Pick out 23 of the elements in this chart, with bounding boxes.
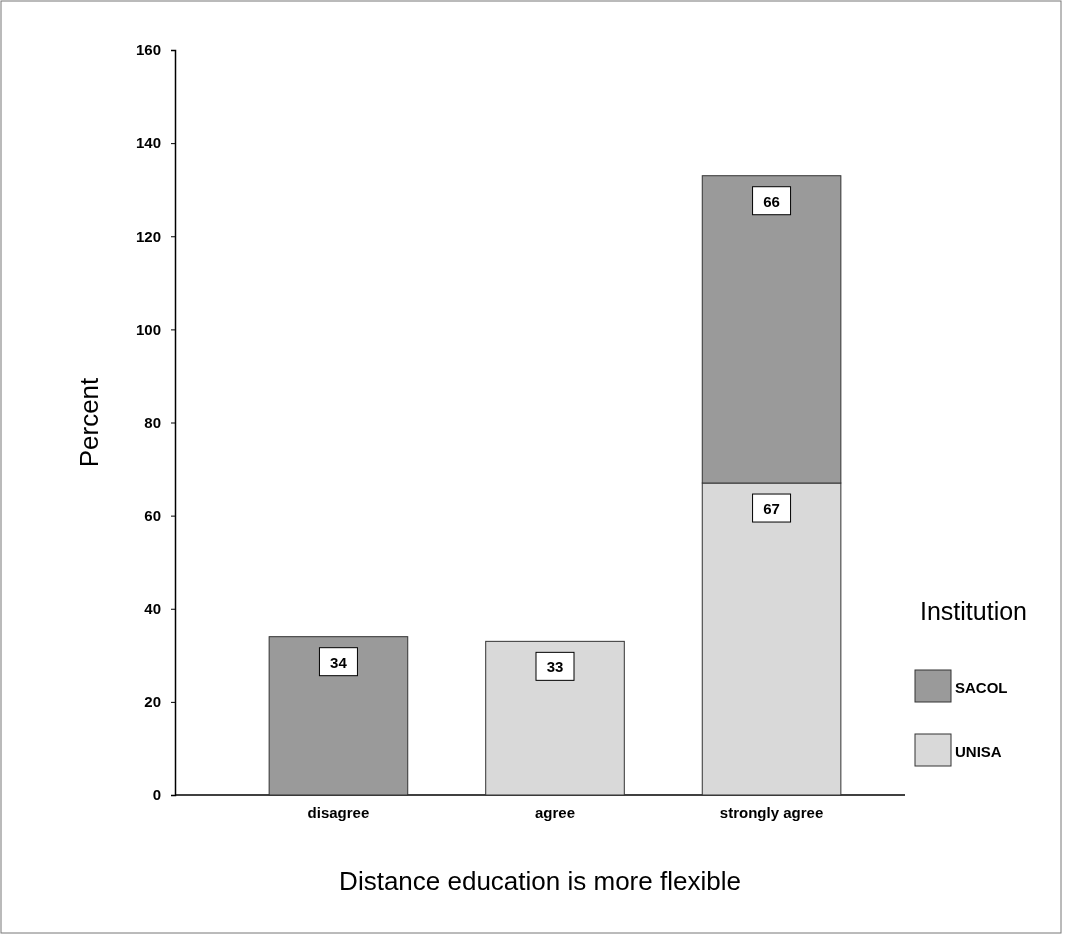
y-tick-label: 20	[144, 693, 161, 711]
data-label: 34	[330, 653, 348, 671]
legend-label: SACOL	[955, 679, 1008, 696]
y-tick-label: 60	[144, 506, 161, 524]
data-label: 67	[763, 500, 780, 518]
x-tick-label: disagree	[307, 803, 370, 821]
y-tick-label: 80	[144, 413, 161, 431]
data-label: 66	[763, 192, 780, 210]
y-tick-label: 140	[135, 134, 161, 152]
y-tick-label: 160	[135, 41, 161, 59]
bar	[268, 636, 409, 796]
data-label: 33	[546, 658, 564, 676]
y-tick-label: 0	[152, 786, 161, 804]
legend-title: Institution	[920, 597, 1028, 625]
y-axis-title: Percent	[74, 376, 104, 468]
x-tick-label: strongly agree	[719, 803, 824, 821]
y-tick-label: 100	[135, 320, 161, 338]
x-tick-label: agree	[534, 803, 576, 821]
bar	[485, 640, 625, 796]
x-axis-title: Distance education is more flexible	[339, 866, 741, 896]
y-tick-label: 40	[144, 600, 161, 618]
legend-label: UNISA	[955, 743, 1002, 760]
y-tick-label: 120	[135, 227, 161, 245]
